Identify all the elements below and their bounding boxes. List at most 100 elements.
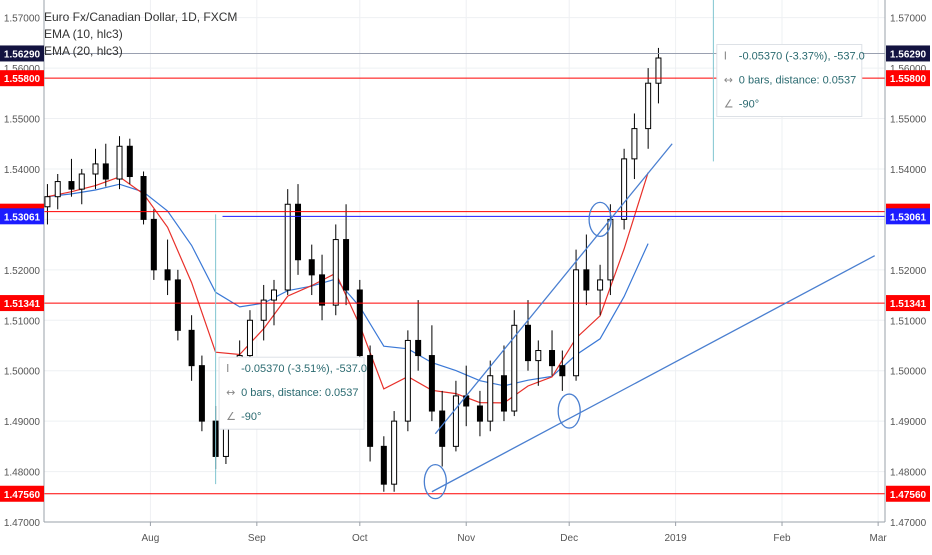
measure-text-0-1: 0 bars, distance: 0.0537 <box>241 387 358 399</box>
candle-body-41 <box>535 350 542 362</box>
y-tick-right-3: 1.54000 <box>890 165 927 176</box>
candle-body-38 <box>500 375 507 412</box>
candle-50 <box>645 68 652 149</box>
x-tick-6: Feb <box>773 533 791 544</box>
candle-body-17 <box>246 319 253 357</box>
candle-body-46 <box>597 279 604 291</box>
candle-25 <box>343 204 350 306</box>
y-tick-left-3: 1.54000 <box>4 165 41 176</box>
candle-body-3 <box>78 173 85 190</box>
candle-3 <box>78 168 85 205</box>
candle-42 <box>549 330 556 376</box>
candle-26 <box>356 279 363 371</box>
measure-box-1 <box>716 44 863 118</box>
candle-37 <box>487 360 494 432</box>
candle-6 <box>116 136 123 190</box>
y-tick-left-0: 1.57000 <box>4 14 41 25</box>
price-badge-label-left-5: 1.47560 <box>4 490 41 501</box>
measure-text-1-2: -90° <box>739 99 759 111</box>
price-badge-left-4 <box>0 295 44 312</box>
candle-4 <box>92 148 99 190</box>
candle-28 <box>380 436 387 492</box>
trendline-0 <box>431 255 876 493</box>
x-tick-0: Aug <box>142 533 160 544</box>
measure-text-1-1: 0 bars, distance: 0.0537 <box>739 75 856 87</box>
candle-12 <box>188 315 195 381</box>
candle-20 <box>284 189 291 296</box>
candle-body-13 <box>198 365 205 422</box>
measure-icon-0-2: ∠ <box>226 410 236 423</box>
candle-27 <box>367 345 374 462</box>
candle-30 <box>404 330 411 432</box>
price-badge-label-left-0: 1.56290 <box>4 49 41 60</box>
candle-body-24 <box>332 239 339 306</box>
candle-body-5 <box>102 163 109 180</box>
candle-body-31 <box>415 339 422 357</box>
price-badge-left-3 <box>0 208 44 225</box>
candle-body-0 <box>44 196 51 208</box>
x-tick-3: Nov <box>457 533 475 544</box>
candle-43 <box>559 350 566 391</box>
price-badge-label-right-3: 1.53061 <box>890 212 927 223</box>
candle-23 <box>319 254 326 321</box>
candle-46 <box>597 264 604 316</box>
candle-body-2 <box>68 181 75 190</box>
candle-body-27 <box>367 355 374 447</box>
candle-body-25 <box>343 239 350 291</box>
candle-body-51 <box>655 57 662 84</box>
candle-body-11 <box>174 279 181 331</box>
candle-1 <box>54 174 61 210</box>
candle-11 <box>174 269 181 341</box>
price-badge-label-left-3: 1.53061 <box>4 212 41 223</box>
y-tick-right-7: 1.50000 <box>890 367 927 378</box>
candle-body-39 <box>511 324 518 412</box>
price-badge-label-right-5: 1.47560 <box>890 490 927 501</box>
candle-5 <box>102 143 109 187</box>
candle-body-22 <box>308 259 315 276</box>
candle-13 <box>198 355 205 432</box>
candle-body-40 <box>525 324 532 362</box>
x-tick-4: Dec <box>560 533 578 544</box>
candle-body-12 <box>188 329 195 367</box>
candle-39 <box>511 310 518 417</box>
candle-36 <box>476 390 483 437</box>
candle-body-10 <box>164 269 171 281</box>
candle-31 <box>415 300 422 371</box>
candle-body-19 <box>270 289 277 301</box>
candle-48 <box>621 148 628 230</box>
candle-0 <box>44 184 51 225</box>
candle-21 <box>295 184 302 275</box>
candle-29 <box>391 411 398 492</box>
candle-body-48 <box>621 158 628 220</box>
price-badge-right-3 <box>886 208 930 225</box>
price-badge-label-right-1: 1.55800 <box>890 74 927 85</box>
candle-body-42 <box>549 350 556 367</box>
x-tick-5: 2019 <box>664 533 687 544</box>
x-tick-7: Mar <box>870 533 888 544</box>
candle-body-34 <box>452 395 459 447</box>
candle-body-47 <box>607 218 614 281</box>
candle-24 <box>332 224 339 316</box>
chart-legend: Euro Fx/Canadian Dollar, 1D, FXCM EMA (1… <box>44 9 237 60</box>
measure-icon-1-2: ∠ <box>724 98 734 111</box>
y-tick-right-6: 1.51000 <box>890 316 927 327</box>
price-badge-label-right-4: 1.51341 <box>890 299 927 310</box>
price-badge-right-0 <box>886 45 930 62</box>
trendline-1 <box>434 143 673 435</box>
y-tick-left-6: 1.51000 <box>4 316 41 327</box>
price-badge-label-left-1: 1.55800 <box>4 74 41 85</box>
candle-40 <box>525 300 532 371</box>
candle-18 <box>260 284 267 341</box>
candle-9 <box>150 209 157 280</box>
y-tick-left-5: 1.52000 <box>4 266 41 277</box>
y-tick-right-2: 1.55000 <box>890 115 927 126</box>
candle-body-44 <box>573 269 580 377</box>
price-badge-label-left-4: 1.51341 <box>4 299 41 310</box>
y-tick-left-10: 1.47000 <box>4 518 41 529</box>
candle-44 <box>573 249 580 381</box>
candle-body-32 <box>428 355 435 412</box>
candle-body-49 <box>631 128 638 160</box>
candle-body-23 <box>319 274 326 306</box>
